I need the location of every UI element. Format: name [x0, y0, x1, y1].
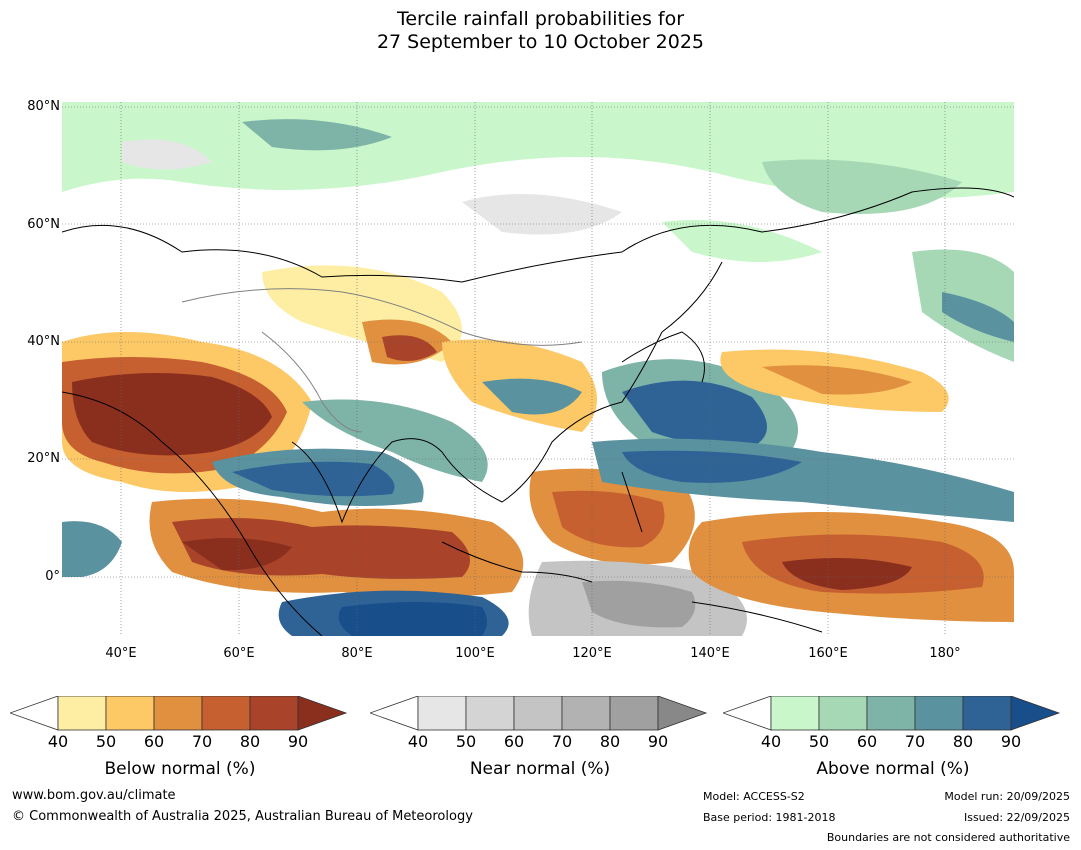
footer-model-run: Model run: 20/09/2025: [944, 790, 1070, 803]
below-swatch-60: [153, 696, 203, 731]
below-swatch-70: [201, 696, 251, 731]
below-tick-80: 80: [239, 732, 261, 751]
above-swatch-40: [770, 696, 820, 731]
lon-label-180: 180°: [929, 646, 961, 661]
below-tick-60: 60: [143, 732, 165, 751]
lat-label-80n: 80°N: [27, 99, 60, 114]
near-tick-90: 90: [647, 732, 669, 751]
colorbar-near-normal: [370, 696, 708, 731]
below-swatch-80: [249, 696, 299, 731]
above-swatch-60: [866, 696, 916, 731]
lat-label-0: 0°: [45, 569, 60, 584]
lon-label-160e: 160°E: [808, 646, 848, 661]
above-tick-90: 90: [1000, 732, 1022, 751]
probability-map: [62, 102, 1014, 636]
lon-label-80e: 80°E: [341, 646, 373, 661]
map-canvas: [62, 102, 1014, 636]
below-tick-70: 70: [191, 732, 213, 751]
footer-boundaries-note: Boundaries are not considered authoritat…: [826, 831, 1070, 844]
footer-base-period: Base period: 1981-2018: [703, 811, 836, 824]
near-tick-40: 40: [407, 732, 429, 751]
above-tick-40: 40: [760, 732, 782, 751]
footer-model: Model: ACCESS-S2: [703, 790, 805, 803]
above-tick-80: 80: [952, 732, 974, 751]
lon-label-140e: 140°E: [690, 646, 730, 661]
lat-label-20n: 20°N: [27, 451, 60, 466]
footer-url: www.bom.gov.au/climate: [12, 788, 176, 803]
lat-label-60n: 60°N: [27, 217, 60, 232]
below-tick-90: 90: [287, 732, 309, 751]
near-swatch-50: [465, 696, 515, 731]
colorbar-below-label: Below normal (%): [104, 759, 256, 779]
above-tick-50: 50: [808, 732, 830, 751]
near-swatch-80: [609, 696, 659, 731]
above-tick-60: 60: [856, 732, 878, 751]
below-tick-40: 40: [47, 732, 69, 751]
above-tick-70: 70: [904, 732, 926, 751]
below-swatch-40: [57, 696, 107, 731]
near-tick-60: 60: [503, 732, 525, 751]
near-swatch-60: [513, 696, 563, 731]
lon-label-120e: 120°E: [572, 646, 612, 661]
lon-label-100e: 100°E: [455, 646, 495, 661]
map-title: Tercile rainfall probabilities for 27 Se…: [0, 8, 1081, 54]
lon-label-60e: 60°E: [223, 646, 255, 661]
below-tick-50: 50: [95, 732, 117, 751]
above-swatch-90: [1010, 696, 1061, 731]
colorbar-above-label: Above normal (%): [816, 759, 970, 779]
near-tick-70: 70: [551, 732, 573, 751]
lon-label-40e: 40°E: [105, 646, 137, 661]
colorbar-near-label: Near normal (%): [469, 759, 611, 779]
title-line-1: Tercile rainfall probabilities for: [396, 8, 685, 30]
near-swatch-90: [657, 696, 708, 731]
lat-label-40n: 40°N: [27, 334, 60, 349]
below-swatch-50: [105, 696, 155, 731]
near-swatch-40: [417, 696, 467, 731]
below-swatch-90: [297, 696, 348, 731]
above-swatch-50: [818, 696, 868, 731]
colorbar-below-normal: [10, 696, 348, 731]
footer-issued: Issued: 22/09/2025: [963, 811, 1070, 824]
above-swatch-80: [962, 696, 1012, 731]
above-swatch-70: [914, 696, 964, 731]
near-tick-50: 50: [455, 732, 477, 751]
near-tick-80: 80: [599, 732, 621, 751]
near-swatch-70: [561, 696, 611, 731]
colorbar-above-normal: [723, 696, 1061, 731]
title-line-2: 27 September to 10 October 2025: [376, 31, 705, 53]
footer-copyright: © Commonwealth of Australia 2025, Austra…: [12, 809, 473, 824]
